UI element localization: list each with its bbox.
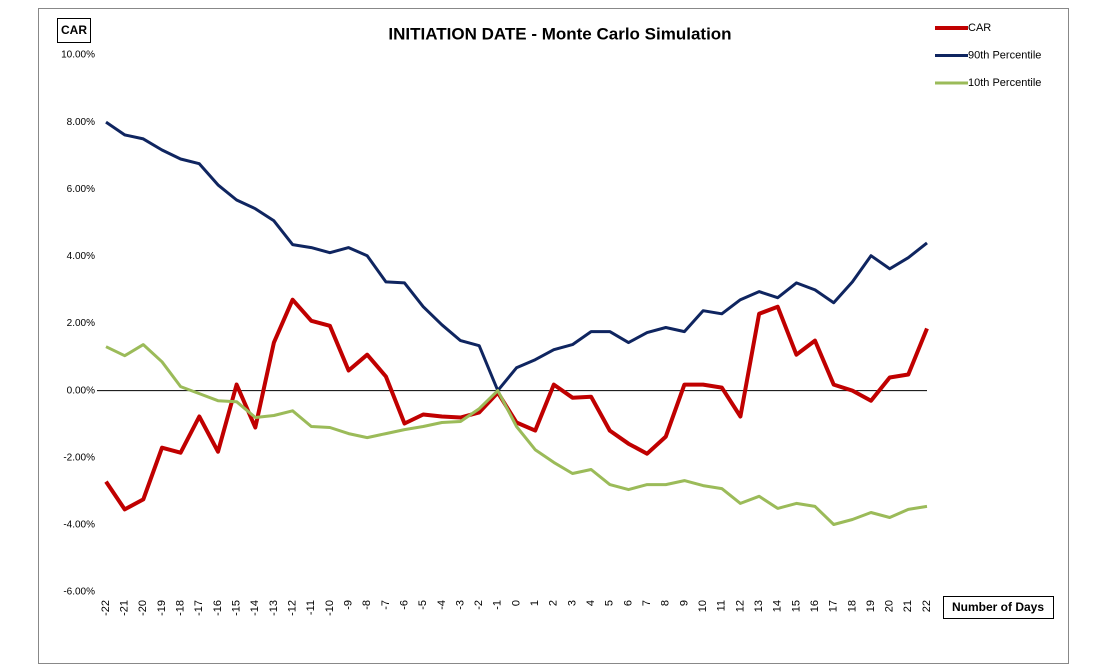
x-tick-label: 14 (772, 600, 784, 612)
chart-border (38, 8, 1069, 664)
x-tick-label: -3 (454, 600, 466, 610)
x-tick-label: 16 (809, 600, 821, 612)
series-line (104, 297, 929, 512)
x-tick-label: -1 (492, 600, 504, 610)
x-tick-label: 1 (529, 600, 541, 606)
x-tick-label: 19 (865, 600, 877, 612)
x-tick-label: -9 (342, 600, 354, 610)
y-axis-title: CAR (61, 23, 87, 37)
y-tick-label: -2.00% (63, 452, 95, 463)
y-tick-label: -6.00% (63, 587, 95, 598)
x-tick-label: 13 (753, 600, 765, 612)
legend-label: 90th Percentile (968, 49, 1041, 61)
x-tick-label: -15 (231, 600, 243, 616)
x-tick-label: -14 (249, 600, 261, 616)
x-tick-label: -17 (193, 600, 205, 616)
x-tick-label: -8 (361, 600, 373, 610)
x-tick-label: -13 (268, 600, 280, 616)
x-tick-label: -12 (286, 600, 298, 616)
x-tick-label: 5 (604, 600, 616, 606)
y-label-box (57, 18, 91, 43)
x-tick-label: 21 (902, 600, 914, 612)
legend-label: 10th Percentile (968, 77, 1041, 89)
legend-label: CAR (968, 22, 991, 34)
x-tick-label: -22 (100, 600, 112, 616)
x-tick-label: 0 (510, 600, 522, 606)
y-tick-label: 0.00% (67, 385, 95, 396)
x-tick-label: 6 (622, 600, 634, 606)
x-tick-label: 3 (566, 600, 578, 606)
x-tick-label: -20 (137, 600, 149, 616)
series-line (105, 343, 928, 526)
x-tick-label: -16 (212, 600, 224, 616)
x-tick-label: -5 (417, 600, 429, 610)
x-tick-label: -10 (324, 600, 336, 616)
x-tick-label: 8 (660, 600, 672, 606)
series-line (105, 120, 928, 393)
x-tick-label: 9 (678, 600, 690, 606)
y-tick-label: -4.00% (63, 520, 95, 531)
x-tick-label: 11 (716, 600, 728, 611)
y-tick-label: 10.00% (61, 50, 95, 61)
x-tick-label: -18 (175, 600, 187, 616)
x-tick-label: 12 (734, 600, 746, 612)
y-tick-label: 4.00% (67, 251, 95, 262)
x-tick-label: -4 (436, 600, 448, 610)
x-tick-label: -21 (119, 600, 131, 616)
x-axis-title: Number of Days (952, 600, 1044, 614)
x-tick-label: -11 (305, 600, 317, 615)
x-tick-label: 15 (790, 600, 802, 612)
y-tick-label: 2.00% (67, 318, 95, 329)
x-tick-label: 2 (548, 600, 560, 606)
x-tick-label: -2 (473, 600, 485, 610)
x-tick-label: -19 (156, 600, 168, 616)
x-tick-label: -7 (380, 600, 392, 610)
x-tick-label: 20 (884, 600, 896, 612)
x-tick-label: 18 (846, 600, 858, 612)
x-tick-label: 10 (697, 600, 709, 612)
chart-title: INITIATION DATE - Monte Carlo Simulation (388, 24, 731, 43)
x-tick-label: -6 (398, 600, 410, 610)
y-tick-label: 8.00% (67, 117, 95, 128)
x-tick-label: 17 (828, 600, 840, 612)
x-tick-label: 7 (641, 600, 653, 606)
y-tick-label: 6.00% (67, 184, 95, 195)
x-tick-label: 22 (921, 600, 933, 612)
x-label-box (943, 596, 1054, 619)
x-tick-label: 4 (585, 600, 597, 606)
